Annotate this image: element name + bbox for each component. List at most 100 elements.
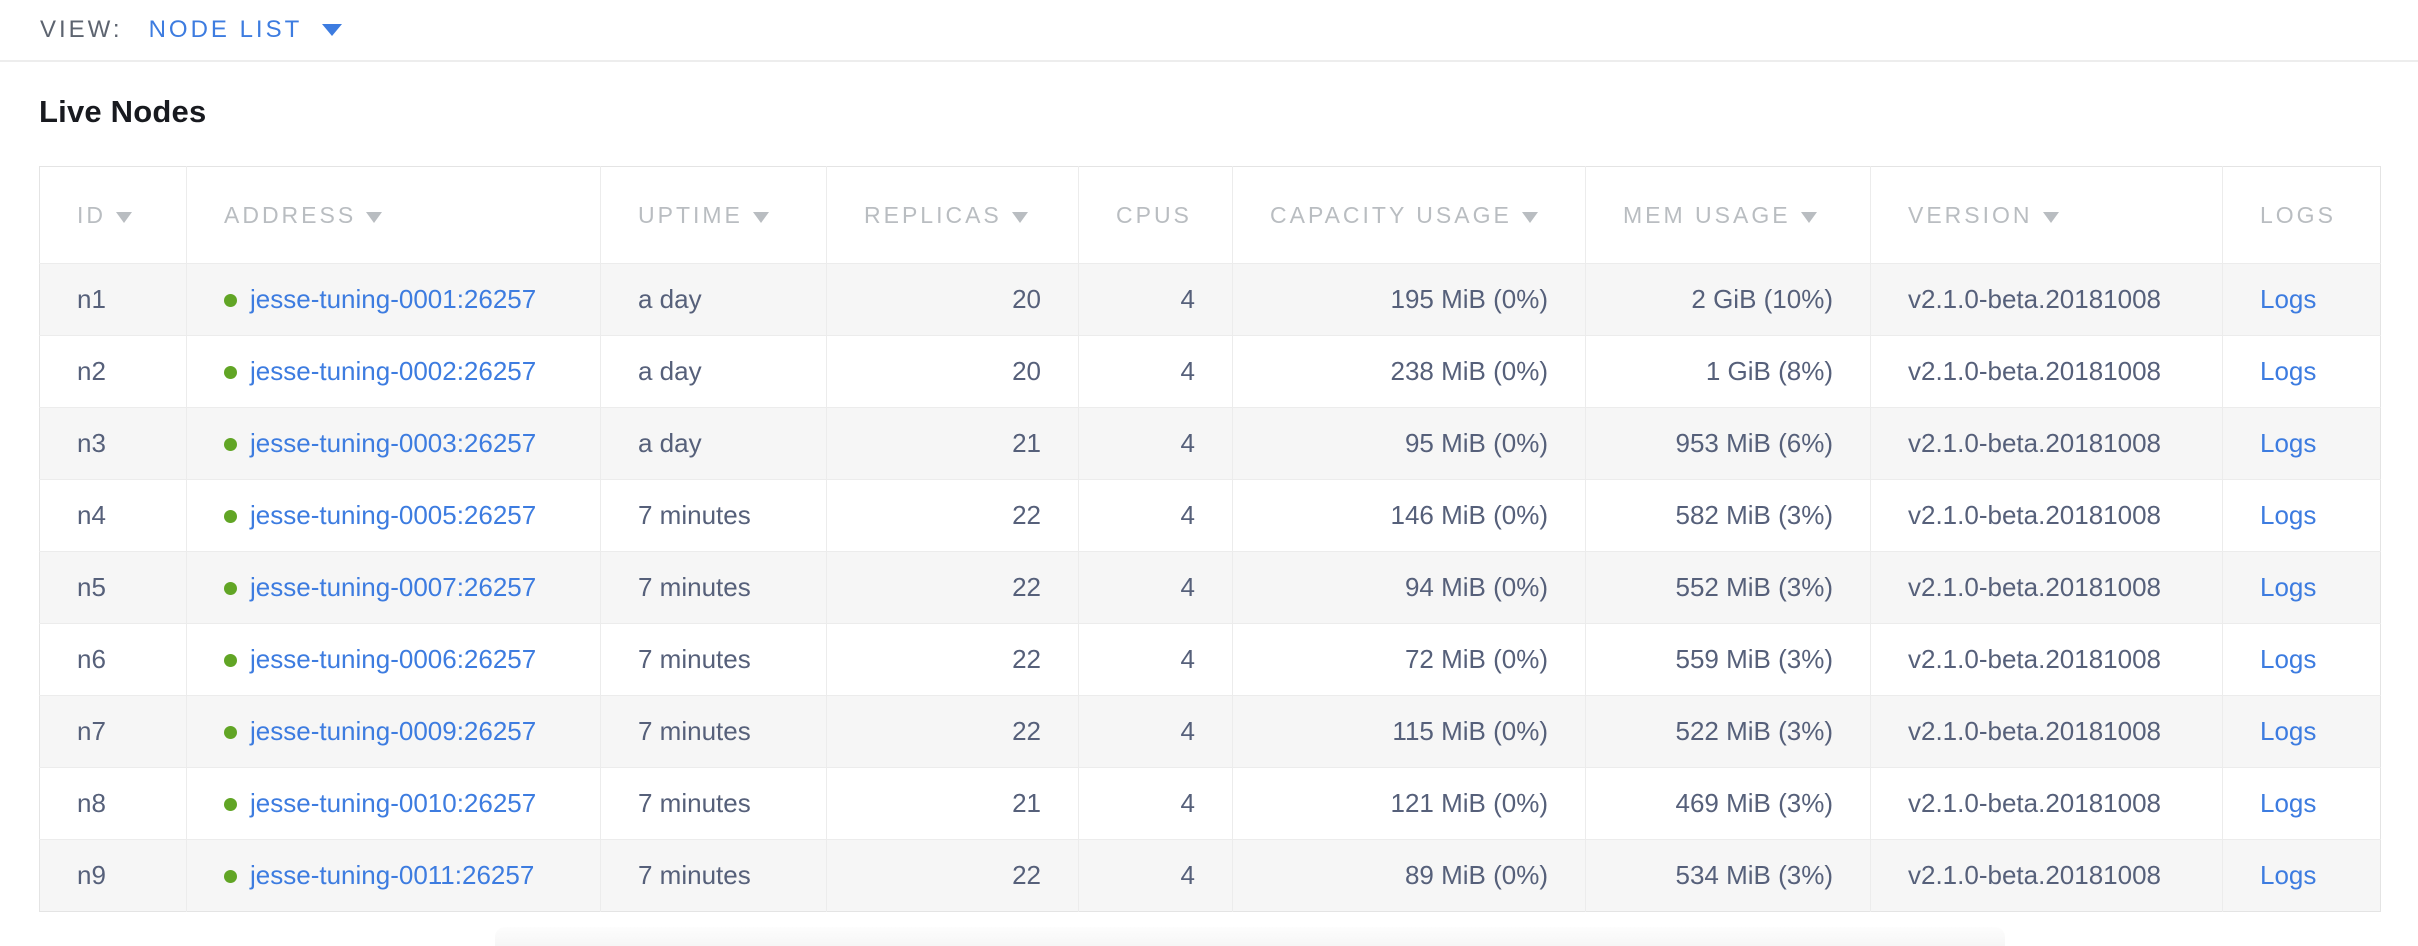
node-logs-cell: Logs [2222,695,2381,768]
node-version-cell: v2.1.0-beta.20181008 [1870,767,2223,840]
node-id-cell: n6 [39,623,187,696]
node-logs-link[interactable]: Logs [2260,644,2317,674]
node-uptime-cell: 7 minutes [600,767,827,840]
node-logs-cell: Logs [2222,623,2381,696]
node-address-cell: jesse-tuning-0007:26257 [186,551,601,624]
sort-desc-icon [116,211,132,223]
column-header-replicas[interactable]: REPLICAS [826,166,1079,264]
column-header-id[interactable]: ID [39,166,187,264]
column-header-label: REPLICAS [864,201,1002,228]
column-header-label: CPUS [1116,201,1192,228]
node-uptime-cell: a day [600,263,827,336]
node-uptime-cell: 7 minutes [600,551,827,624]
node-logs-link[interactable]: Logs [2260,860,2317,890]
node-logs-cell: Logs [2222,551,2381,624]
node-address-link[interactable]: jesse-tuning-0006:26257 [250,644,537,674]
sort-desc-icon [1800,211,1817,223]
node-capacity-usage-cell: 72 MiB (0%) [1232,623,1586,696]
node-capacity-usage-cell: 146 MiB (0%) [1232,479,1586,552]
column-header-capacity-usage[interactable]: CAPACITY USAGE [1232,166,1586,264]
node-address-link[interactable]: jesse-tuning-0010:26257 [250,788,537,818]
node-logs-link[interactable]: Logs [2260,428,2317,458]
node-address-cell: jesse-tuning-0011:26257 [186,839,601,912]
node-id-cell: n2 [39,335,187,408]
node-logs-link[interactable]: Logs [2260,572,2317,602]
node-cpus-cell: 4 [1078,551,1233,624]
node-capacity-usage-cell: 195 MiB (0%) [1232,263,1586,336]
column-header-version[interactable]: VERSION [1870,166,2223,264]
node-logs-cell: Logs [2222,479,2381,552]
column-header-label: ID [77,201,106,228]
node-address-link[interactable]: jesse-tuning-0002:26257 [250,356,537,386]
table-row: n7 jesse-tuning-0009:26257 7 minutes 22 … [39,695,2381,768]
node-version-cell: v2.1.0-beta.20181008 [1870,335,2223,408]
node-logs-link[interactable]: Logs [2260,716,2317,746]
node-id-cell: n4 [39,479,187,552]
node-live-status-icon [224,798,237,811]
node-mem-usage-cell: 559 MiB (3%) [1585,623,1871,696]
table-row: n4 jesse-tuning-0005:26257 7 minutes 22 … [39,479,2381,552]
node-id-cell: n5 [39,551,187,624]
node-id-cell: n8 [39,767,187,840]
table-row: n5 jesse-tuning-0007:26257 7 minutes 22 … [39,551,2381,624]
node-replicas-cell: 20 [826,263,1079,336]
node-address-link[interactable]: jesse-tuning-0003:26257 [250,428,537,458]
node-address-link[interactable]: jesse-tuning-0009:26257 [250,716,537,746]
node-logs-link[interactable]: Logs [2260,356,2317,386]
node-mem-usage-cell: 953 MiB (6%) [1585,407,1871,480]
node-logs-link[interactable]: Logs [2260,500,2317,530]
node-capacity-usage-cell: 95 MiB (0%) [1232,407,1586,480]
view-dropdown-value: NODE LIST [148,16,303,43]
node-capacity-usage-cell: 94 MiB (0%) [1232,551,1586,624]
sort-desc-icon [1011,211,1028,223]
table-row: n6 jesse-tuning-0006:26257 7 minutes 22 … [39,623,2381,696]
node-address-link[interactable]: jesse-tuning-0007:26257 [250,572,537,602]
node-capacity-usage-cell: 115 MiB (0%) [1232,695,1586,768]
node-cpus-cell: 4 [1078,695,1233,768]
node-logs-cell: Logs [2222,263,2381,336]
node-live-status-icon [224,510,237,523]
node-uptime-cell: 7 minutes [600,839,827,912]
node-uptime-cell: 7 minutes [600,623,827,696]
column-header-logs: LOGS [2222,166,2381,264]
node-address-link[interactable]: jesse-tuning-0005:26257 [250,500,537,530]
node-version-cell: v2.1.0-beta.20181008 [1870,479,2223,552]
node-id-cell: n9 [39,839,187,912]
column-header-address[interactable]: ADDRESS [186,166,601,264]
node-live-status-icon [224,438,237,451]
live-nodes-table: ID ADDRESS UPTIME REPLICAS CPUS CAPACITY… [39,166,2381,912]
next-section-shadow [495,927,2005,946]
column-header-mem-usage[interactable]: MEM USAGE [1585,166,1871,264]
column-header-label: UPTIME [638,201,743,228]
column-header-label: LOGS [2260,201,2336,228]
node-live-status-icon [224,294,237,307]
node-replicas-cell: 22 [826,479,1079,552]
node-address-cell: jesse-tuning-0001:26257 [186,263,601,336]
node-cpus-cell: 4 [1078,407,1233,480]
view-label: VIEW: [40,16,123,43]
node-mem-usage-cell: 522 MiB (3%) [1585,695,1871,768]
view-dropdown[interactable]: NODE LIST [149,16,343,44]
node-logs-link[interactable]: Logs [2260,788,2317,818]
node-cpus-cell: 4 [1078,623,1233,696]
table-row: n3 jesse-tuning-0003:26257 a day 21 4 95… [39,407,2381,480]
node-cpus-cell: 4 [1078,839,1233,912]
nodes-table-body: n1 jesse-tuning-0001:26257 a day 20 4 19… [39,263,2381,912]
node-cpus-cell: 4 [1078,767,1233,840]
node-version-cell: v2.1.0-beta.20181008 [1870,551,2223,624]
node-logs-link[interactable]: Logs [2260,284,2317,314]
node-cpus-cell: 4 [1078,479,1233,552]
view-bar: VIEW: NODE LIST [0,0,2418,62]
node-version-cell: v2.1.0-beta.20181008 [1870,695,2223,768]
node-address-link[interactable]: jesse-tuning-0011:26257 [250,860,535,890]
node-address-link[interactable]: jesse-tuning-0001:26257 [250,284,537,314]
node-live-status-icon [224,654,237,667]
column-header-label: MEM USAGE [1623,201,1791,228]
node-live-status-icon [224,366,237,379]
node-replicas-cell: 21 [826,767,1079,840]
node-replicas-cell: 22 [826,695,1079,768]
node-logs-cell: Logs [2222,335,2381,408]
column-header-uptime[interactable]: UPTIME [600,166,827,264]
node-version-cell: v2.1.0-beta.20181008 [1870,263,2223,336]
sort-desc-icon [366,211,383,223]
